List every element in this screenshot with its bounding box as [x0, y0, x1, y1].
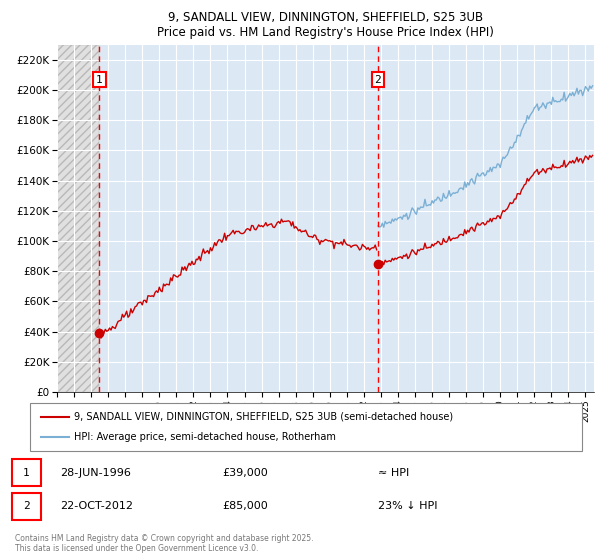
Text: 1: 1 — [96, 74, 103, 85]
Bar — [57, 45, 100, 392]
Text: 28-JUN-1996: 28-JUN-1996 — [60, 468, 131, 478]
Text: 22-OCT-2012: 22-OCT-2012 — [60, 501, 133, 511]
Text: £85,000: £85,000 — [222, 501, 268, 511]
Text: 2: 2 — [374, 74, 381, 85]
Text: ≈ HPI: ≈ HPI — [378, 468, 409, 478]
Text: Contains HM Land Registry data © Crown copyright and database right 2025.
This d: Contains HM Land Registry data © Crown c… — [15, 534, 314, 553]
Text: 2: 2 — [23, 501, 30, 511]
Text: 1: 1 — [23, 468, 30, 478]
Text: HPI: Average price, semi-detached house, Rotherham: HPI: Average price, semi-detached house,… — [74, 432, 336, 442]
Title: 9, SANDALL VIEW, DINNINGTON, SHEFFIELD, S25 3UB
Price paid vs. HM Land Registry': 9, SANDALL VIEW, DINNINGTON, SHEFFIELD, … — [157, 11, 494, 39]
Text: 9, SANDALL VIEW, DINNINGTON, SHEFFIELD, S25 3UB (semi-detached house): 9, SANDALL VIEW, DINNINGTON, SHEFFIELD, … — [74, 412, 453, 422]
Text: 23% ↓ HPI: 23% ↓ HPI — [378, 501, 437, 511]
Text: £39,000: £39,000 — [222, 468, 268, 478]
